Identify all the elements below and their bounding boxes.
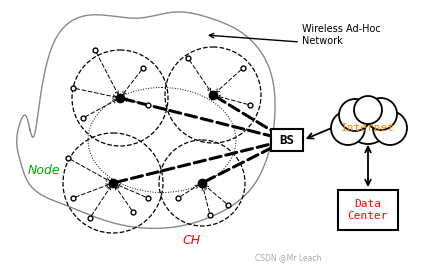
FancyBboxPatch shape [271, 129, 303, 151]
Text: CH: CH [182, 234, 200, 247]
Circle shape [373, 111, 407, 145]
Circle shape [331, 111, 365, 145]
Circle shape [354, 96, 382, 124]
Circle shape [365, 98, 397, 130]
Text: Data
Center: Data Center [348, 199, 388, 221]
Circle shape [339, 99, 371, 131]
Text: Internet: Internet [341, 123, 395, 133]
Text: BS: BS [280, 133, 294, 147]
Text: Node: Node [28, 164, 60, 177]
Text: CSDN @Mr Leach: CSDN @Mr Leach [255, 253, 321, 262]
Circle shape [346, 100, 390, 144]
Text: Wireless Ad-Hoc
Network: Wireless Ad-Hoc Network [302, 24, 381, 46]
FancyBboxPatch shape [338, 190, 398, 230]
